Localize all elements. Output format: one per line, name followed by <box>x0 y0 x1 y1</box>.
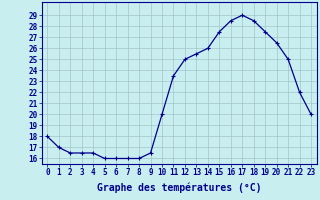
X-axis label: Graphe des températures (°C): Graphe des températures (°C) <box>97 183 261 193</box>
